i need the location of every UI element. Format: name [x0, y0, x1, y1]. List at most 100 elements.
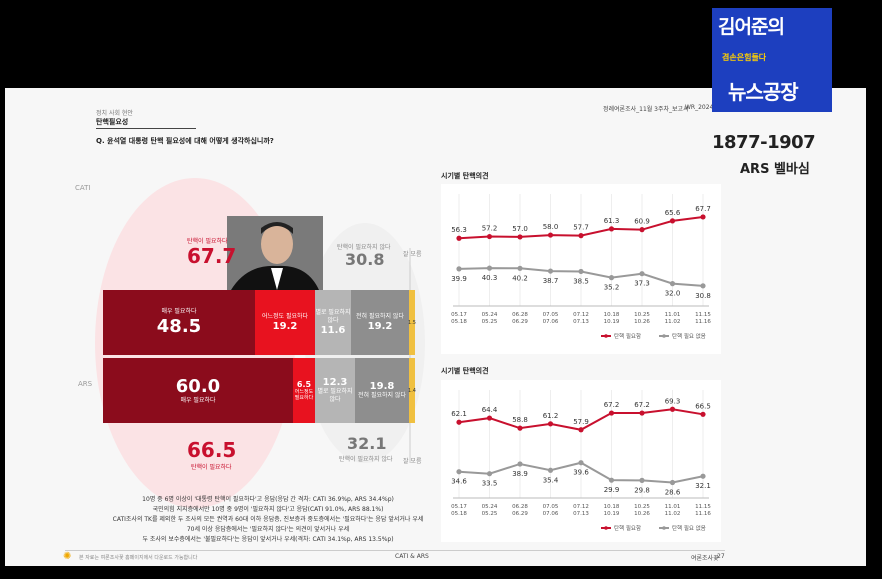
cati-need-label: 탄핵이 필요하다	[187, 238, 228, 245]
chart2-data-label: 34.6	[451, 478, 467, 486]
report-page: 정치 사회 현안 탄핵필요성 정례여론조사_11월 3주차_보고서 WR_202…	[5, 88, 866, 566]
ars-need-value: 66.5	[187, 438, 237, 462]
ars-very-need: 60.0 매우 필요하다	[103, 358, 293, 423]
chart2-tick-label: 11.15	[695, 504, 711, 510]
chart2-point	[608, 477, 615, 483]
chart1-tick-label: 10.26	[634, 319, 650, 325]
footer-center-text: CATI & ARS	[395, 553, 429, 560]
ars-not-very-need: 12.3 별로 필요하지 않다	[315, 358, 355, 423]
header-divider	[96, 128, 196, 129]
chart2-data-label: 33.5	[482, 480, 498, 488]
chart1-tick-label: 07.05	[543, 312, 559, 318]
video-right-bar	[866, 88, 882, 566]
chart2-data-label: 29.9	[604, 486, 620, 494]
footer-left-text: 본 자료는 여론조사꽃 홈페이지에서 다운로드 가능합니다	[79, 555, 198, 561]
chart1-point	[486, 233, 493, 240]
chart1-point	[639, 227, 645, 233]
chart1-tick-label: 10.18	[604, 312, 620, 318]
chart2-data-label: 66.5	[695, 402, 711, 410]
chart2-tick-label: 06.29	[512, 511, 528, 517]
note-5: 두 조사의 보수층에서는 '불필요하다'는 응답이 앞서거나 우세(격차: CA…	[142, 536, 394, 543]
cati-not-at-all-need: 전혀 필요하지 않다 19.2	[351, 290, 409, 355]
chart1-legend-label: 탄핵 필요함	[614, 332, 641, 340]
chart2-data-label: 62.1	[451, 410, 467, 418]
chart2-point	[547, 467, 554, 473]
cati-not-very-need: 별로 필요하지 않다 11.6	[315, 290, 351, 355]
chart1-data-label: 56.3	[451, 226, 467, 234]
section-label: 정치 사회 현안	[96, 110, 133, 117]
chart1-tick-label: 07.13	[573, 319, 589, 325]
cati-somewhat-need: 어느정도 필요하다 19.2	[255, 290, 315, 355]
chart2-tick-label: 05.24	[482, 504, 498, 510]
chart2-data-label: 38.9	[512, 470, 528, 478]
chart2-point	[700, 473, 706, 479]
chart2-tick-label: 07.06	[543, 511, 559, 517]
chart1-data-label: 57.2	[482, 225, 498, 233]
chart2-data-label: 35.4	[543, 476, 559, 484]
chart1-tick-label: 05.25	[482, 319, 498, 325]
chart1-point	[669, 281, 676, 287]
chart2-legend-dot	[604, 526, 608, 530]
chart1-point	[700, 214, 706, 220]
chart1-legend-dot	[662, 334, 666, 338]
note-4: 70세 이상 응답층에서는 '필요하지 않다'는 의견이 앞서거나 우세	[186, 526, 350, 533]
ars-somewhat-need: 6.5 어느정도 필요하다	[293, 358, 315, 423]
chart2-tick-label: 10.25	[634, 504, 650, 510]
chart2-point	[547, 421, 554, 427]
question-text: Q. 윤석열 대통령 탄핵 필요성에 대해 어떻게 생각하십니까?	[96, 137, 274, 145]
cati-noneed-value: 30.8	[345, 250, 385, 269]
chart2-point	[517, 461, 523, 467]
chart2-point	[669, 406, 676, 412]
chart2-data-label: 67.2	[604, 401, 620, 409]
note-1: 10명 중 6명 이상이 '대통령 탄핵이 필요하다'고 응답(응답 간 격차:…	[142, 496, 394, 503]
chart1-point	[669, 218, 676, 224]
chart1-point	[608, 226, 615, 232]
chart2-point	[608, 410, 615, 416]
chart1-data-label: 39.9	[451, 275, 467, 283]
chart1-data-label: 57.0	[512, 225, 528, 233]
chart2-tick-label: 10.26	[634, 511, 650, 517]
chart2-data-label: 39.6	[573, 469, 589, 477]
chart1-data-label: 58.0	[543, 223, 559, 231]
chart1-point	[639, 271, 645, 277]
chart2-point	[456, 469, 462, 475]
chart1-point	[517, 265, 523, 271]
chart2-tick-label: 05.18	[451, 511, 467, 517]
chart1-legend-label: 탄핵 필요 없음	[672, 332, 706, 340]
chart2-svg: 62.1 64.4 58.8 61.2 57.9 67.2 67.2 69.3 66.5 34.6…	[441, 380, 721, 542]
chart1-data-label: 40.3	[482, 274, 498, 282]
chart1-point	[456, 266, 462, 272]
chart2-title: 시기별 탄핵의견	[441, 367, 489, 375]
chart2-data-label: 64.4	[482, 406, 498, 414]
chart2-point	[578, 427, 584, 433]
chart1-legend-dot	[604, 334, 608, 338]
chart1-point	[456, 235, 462, 241]
chart1-point	[578, 233, 584, 239]
chart1-tick-label: 05.17	[451, 312, 467, 318]
chart2-data-label: 28.6	[665, 489, 681, 497]
chart1-data-label: 61.3	[604, 217, 620, 225]
footer-divider	[65, 550, 725, 551]
chart2-tick-label: 07.13	[573, 511, 589, 517]
ars-dontknow-seg: 1.4	[408, 358, 416, 423]
note-2: 국민의힘 지지층에서만 10명 중 9명이 '필요하지 않다'고 응답(CATI…	[152, 506, 384, 513]
cati-dontknow-label: 잘 모름	[403, 251, 422, 258]
chart1-data-label: 38.7	[543, 277, 559, 285]
chart1-tick-label: 10.25	[634, 312, 650, 318]
chart1-point	[517, 234, 523, 240]
chart1-data-label: 60.9	[634, 218, 650, 226]
chart2-point	[669, 479, 676, 486]
chart2-tick-label: 10.19	[604, 511, 620, 517]
ars-label: ARS	[78, 380, 93, 388]
chart1-svg: 56.3 57.2 57.0 58.0 57.7 61.3 60.9 65.6 67.7 39.9…	[441, 184, 721, 354]
chart2-data-label: 29.8	[634, 486, 650, 494]
chart1-data-label: 57.7	[573, 224, 589, 232]
chart1-data-label: 65.6	[665, 209, 681, 217]
chart1-point	[547, 268, 554, 274]
chart1-point	[547, 232, 554, 238]
ars-room-label: ARS 벨바심	[740, 162, 810, 177]
chart1-tick-label: 11.02	[665, 319, 681, 325]
chart1-data-label: 30.8	[695, 292, 711, 300]
chart2-data-label: 32.1	[695, 482, 711, 490]
chart2-tick-label: 07.05	[543, 504, 559, 510]
